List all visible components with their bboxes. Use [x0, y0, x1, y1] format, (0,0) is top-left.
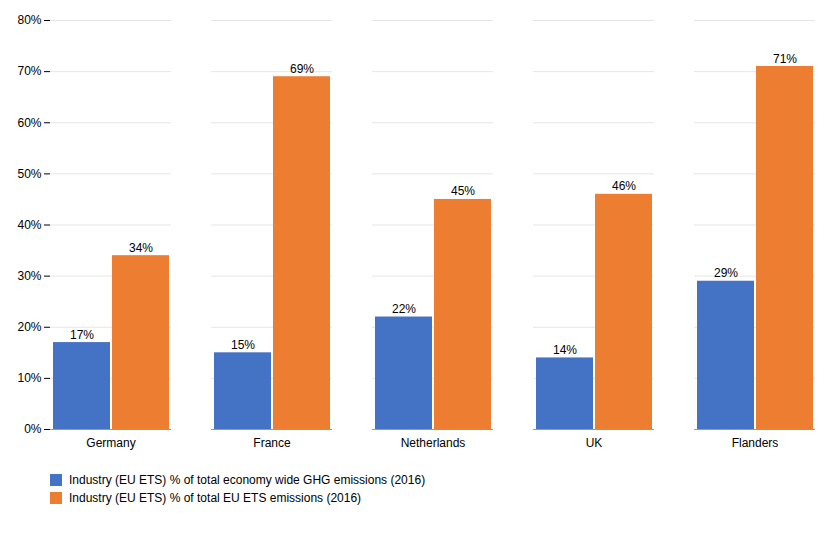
svg-text:46%: 46% — [612, 179, 636, 193]
svg-text:France: France — [253, 436, 291, 450]
html-text:Industry (EU ETS) % of total E: Industry (EU ETS) % of total EU ETS emis… — [69, 491, 362, 505]
svg-text:17%: 17% — [70, 328, 94, 342]
svg-text:60%: 60% — [17, 116, 41, 130]
svg-text:14%: 14% — [553, 343, 577, 357]
html-text:Industry (EU ETS) % of total e: Industry (EU ETS) % of total economy wid… — [69, 473, 426, 487]
svg-text:10%: 10% — [17, 371, 41, 385]
svg-text:Flanders: Flanders — [732, 436, 779, 450]
svg-text:15%: 15% — [231, 338, 255, 352]
svg-text:29%: 29% — [714, 266, 738, 280]
svg-text:80%: 80% — [17, 13, 41, 27]
svg-text:71%: 71% — [773, 52, 797, 66]
svg-text:Netherlands: Netherlands — [401, 436, 466, 450]
svg-text:UK: UK — [586, 436, 603, 450]
svg-text:20%: 20% — [17, 320, 41, 334]
svg-text:30%: 30% — [17, 269, 41, 283]
svg-text:0%: 0% — [24, 422, 42, 436]
svg-text:69%: 69% — [290, 62, 314, 76]
svg-text:70%: 70% — [17, 64, 41, 78]
svg-text:Germany: Germany — [86, 436, 135, 450]
svg-text:34%: 34% — [129, 241, 153, 255]
svg-text:22%: 22% — [392, 302, 416, 316]
svg-text:45%: 45% — [451, 184, 475, 198]
svg-text:50%: 50% — [17, 167, 41, 181]
svg-text:40%: 40% — [17, 218, 41, 232]
